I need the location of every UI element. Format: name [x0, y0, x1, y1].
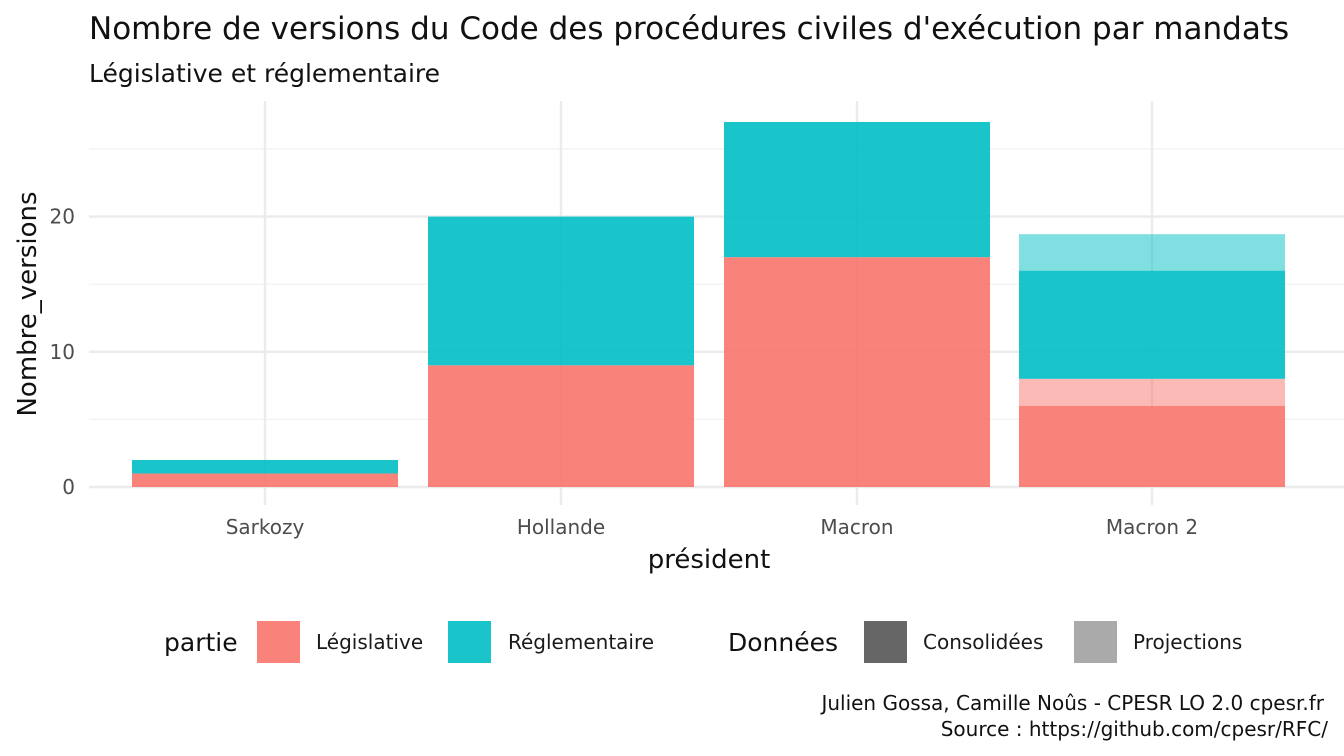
x-tick-label: Macron 2 [1106, 515, 1198, 539]
caption-source: Source : https://github.com/cpesr/RFC/ [941, 717, 1329, 741]
legend-swatch-projections [1074, 621, 1117, 663]
bar-segment-reglementaire-consolidees [724, 121, 990, 258]
bar-segment-reglementaire-consolidees [1019, 270, 1285, 379]
bar-segment-reglementaire-consolidees [428, 216, 694, 366]
x-axis-title: président [648, 545, 771, 575]
bar-segment-legislative-projections [1019, 378, 1285, 406]
chart-subtitle: Législative et réglementaire [89, 59, 440, 88]
y-tick-label: 20 [50, 205, 75, 229]
legend-swatch-legislative [257, 621, 300, 663]
legend-title-partie: partie [164, 628, 238, 657]
bar-segment-legislative-consolidees [724, 257, 990, 487]
legend-swatch-consolidees [864, 621, 907, 663]
bar-segment-legislative-consolidees [1019, 405, 1285, 487]
x-tick-label: Hollande [517, 515, 605, 539]
bar-segment-reglementaire-projections [1019, 234, 1285, 271]
chart-title: Nombre de versions du Code des procédure… [89, 11, 1289, 47]
y-tick-label: 10 [50, 340, 75, 364]
legend: partie Législative Réglementaire Données… [164, 621, 1242, 663]
bar-segment-legislative-consolidees [132, 473, 398, 487]
legend-label-legislative: Législative [316, 630, 423, 654]
x-tick-label: Sarkozy [226, 515, 305, 539]
y-axis-title: Nombre_versions [13, 191, 43, 416]
x-tick-label: Macron [820, 515, 893, 539]
legend-title-donnees: Données [728, 628, 838, 657]
y-axis-ticks: 0 10 20 [50, 205, 75, 499]
legend-label-projections: Projections [1133, 630, 1242, 654]
x-axis-ticks: Sarkozy Hollande Macron Macron 2 [226, 515, 1198, 539]
bar-segment-legislative-consolidees [428, 365, 694, 487]
bar-segment-reglementaire-consolidees [132, 459, 398, 474]
y-tick-label: 0 [62, 475, 75, 499]
legend-label-reglementaire: Réglementaire [508, 630, 654, 654]
plot-bars [132, 121, 1285, 487]
legend-swatch-reglementaire [448, 621, 491, 663]
legend-label-consolidees: Consolidées [923, 630, 1043, 654]
caption-authors: Julien Gossa, Camille Noûs - CPESR LO 2.… [819, 691, 1324, 715]
